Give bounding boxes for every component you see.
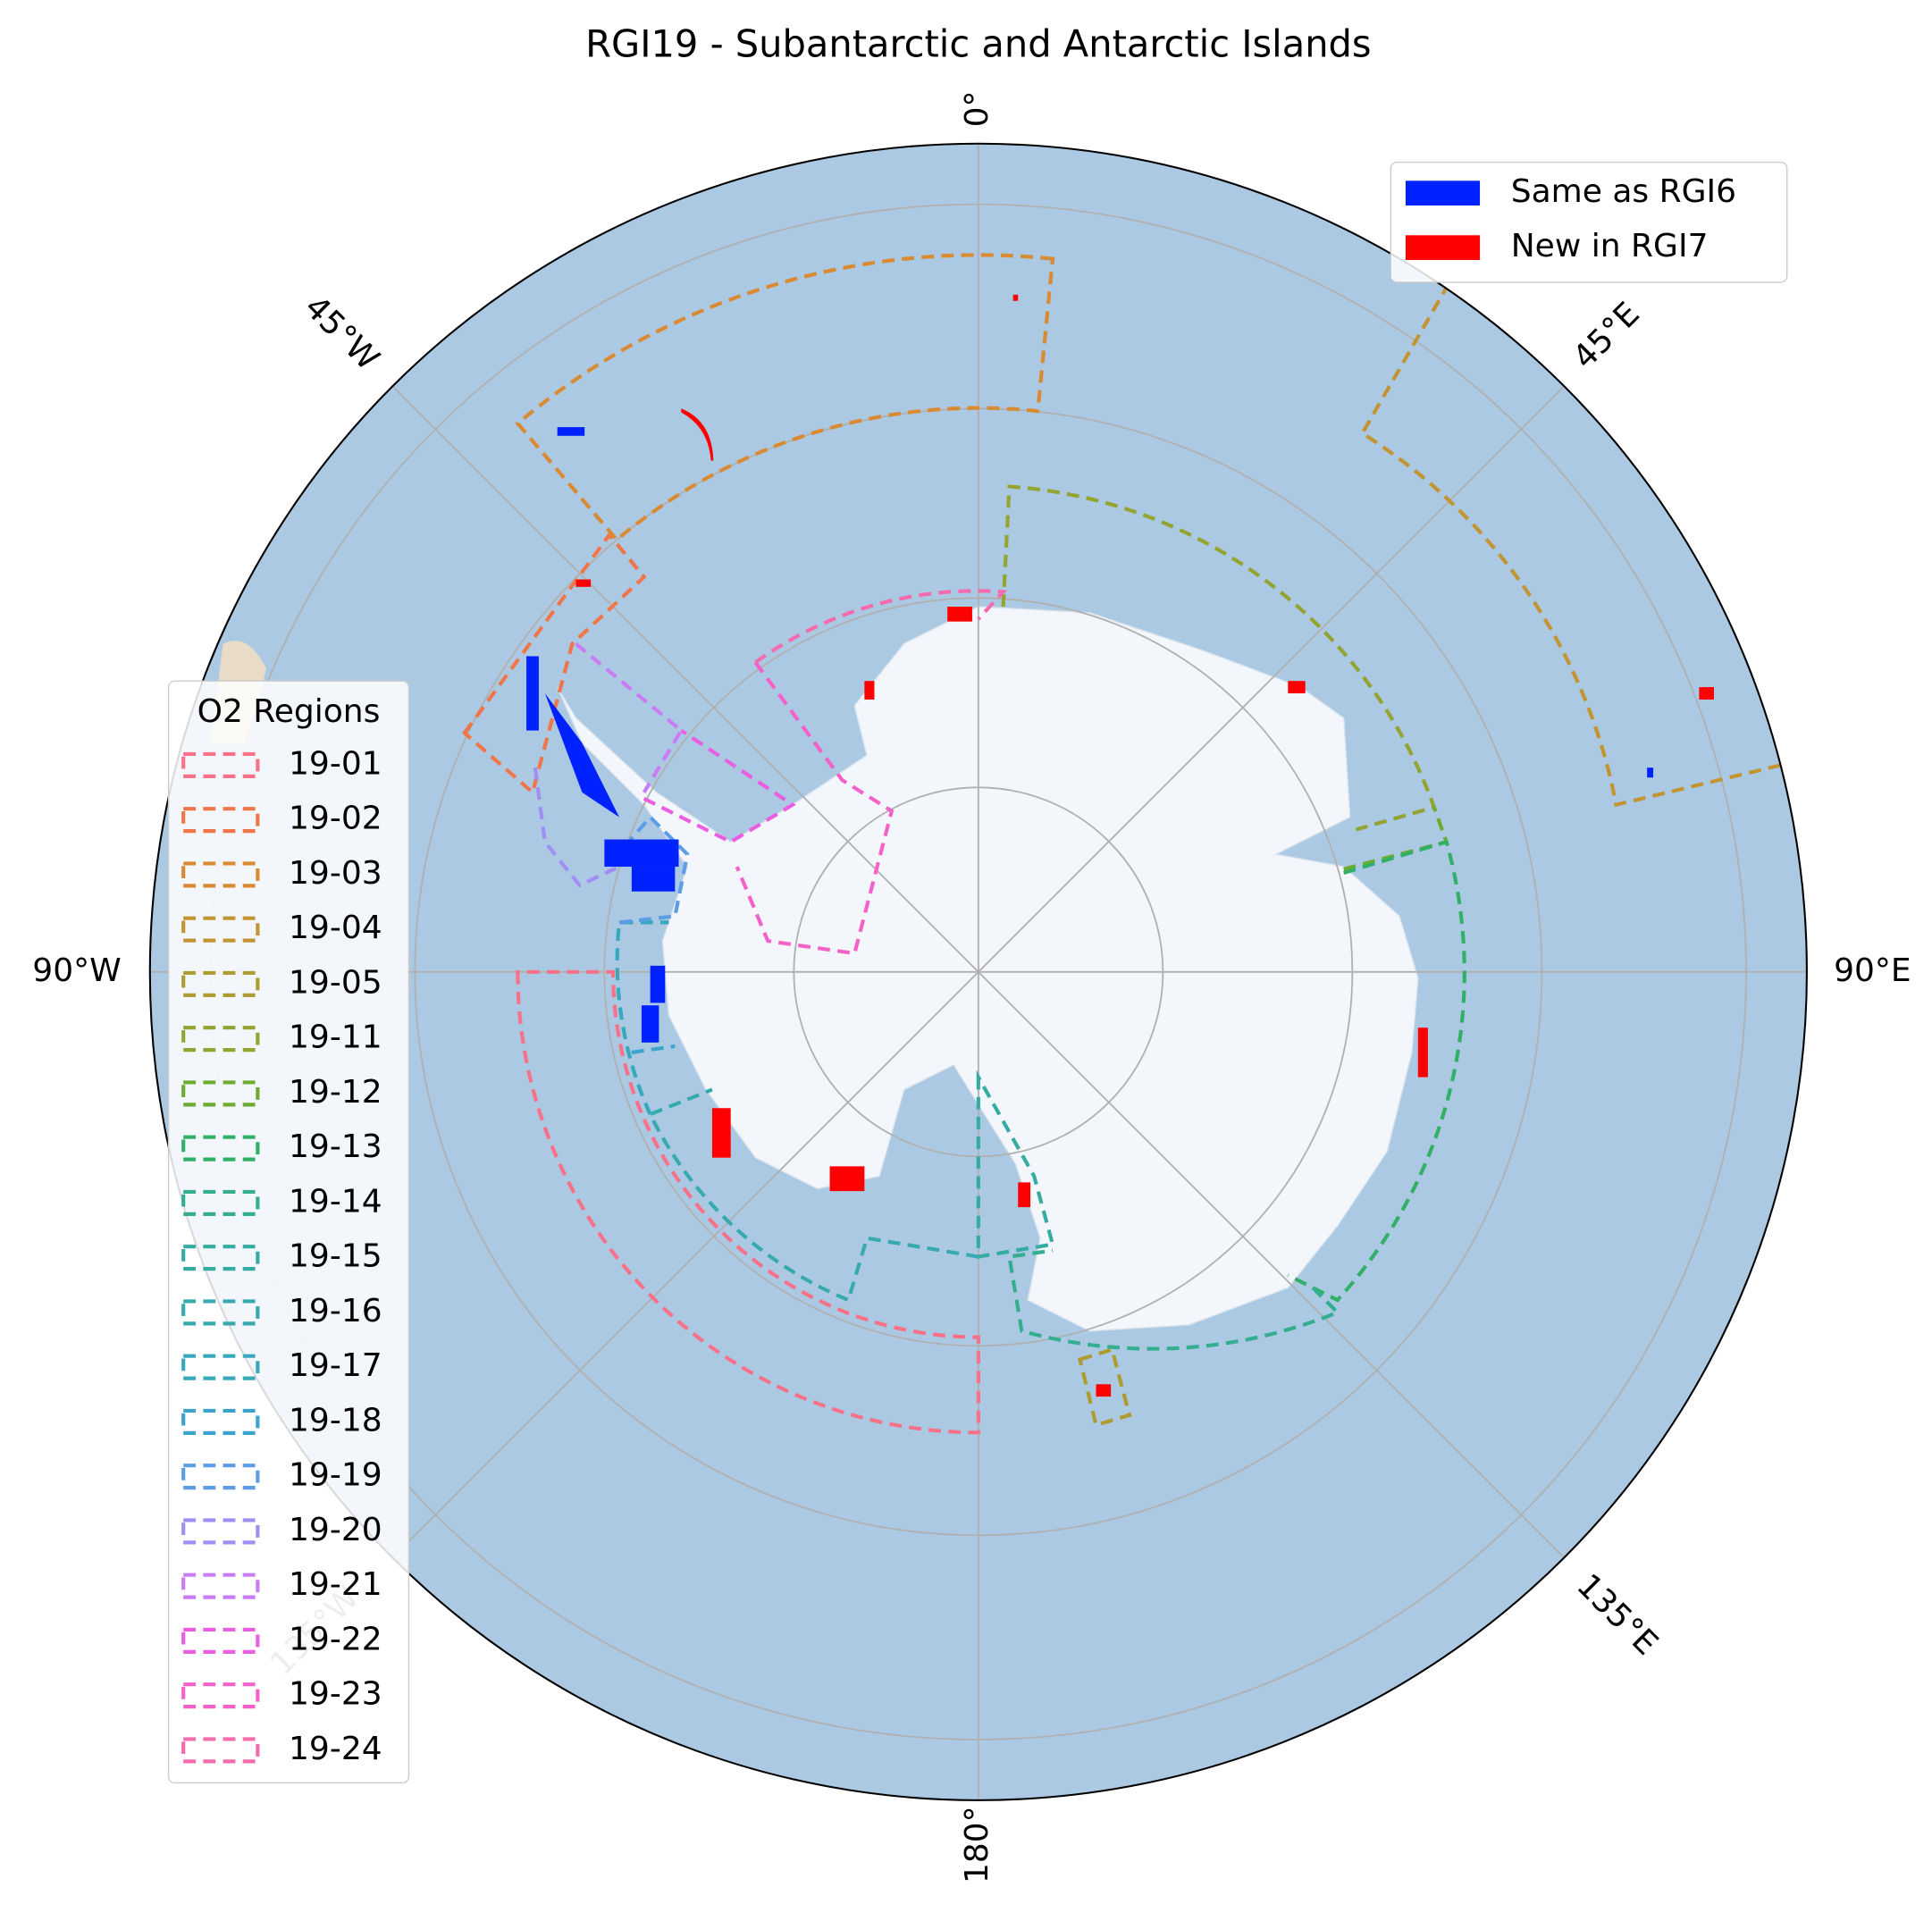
region-boundaries: [461, 253, 1782, 1435]
glacier: [650, 965, 666, 1003]
region-19-01: [516, 969, 980, 1435]
legend-label: 19-02: [289, 801, 382, 837]
region-19-03: [515, 253, 1055, 543]
legend-label: 19-23: [289, 1676, 382, 1713]
legend-swatch: [181, 1682, 260, 1709]
glacier: [1096, 1384, 1112, 1397]
legend-swatch: [181, 916, 260, 943]
legend-box: [1390, 161, 1788, 283]
longitude-label: 90°W: [32, 952, 121, 989]
legend-label: 19-20: [289, 1512, 382, 1548]
glacier: [544, 693, 619, 818]
region-19-15: [976, 1069, 1055, 1259]
legend-swatch: [181, 970, 260, 997]
region-19-21: [575, 642, 684, 793]
glacier: [575, 579, 592, 587]
glacier: [1012, 294, 1019, 301]
legend-title: O2 Regions: [197, 693, 381, 730]
legend-swatch: [181, 1518, 260, 1545]
longitude-label: 135°E: [1569, 1567, 1664, 1662]
legend-label: 19-21: [289, 1566, 382, 1603]
region-19-20: [533, 767, 620, 888]
legend-swatch: [1405, 180, 1481, 206]
longitude-label: 90°E: [1834, 952, 1911, 989]
glacier: [1417, 1027, 1428, 1078]
longitude-label: 45°W: [298, 289, 386, 377]
legend-label: 19-14: [289, 1183, 382, 1220]
map-title: RGI19 - Subantarctic and Antarctic Islan…: [585, 22, 1371, 66]
legend-swatch: [181, 1627, 260, 1654]
glacier: [1018, 1182, 1031, 1208]
legend-label: New in RGI7: [1511, 228, 1709, 264]
map-frame: [148, 142, 1808, 1801]
glacier: [681, 408, 714, 461]
legend-label: 19-12: [289, 1074, 382, 1111]
legend-swatch: [181, 1354, 260, 1380]
region-19-18: [631, 1044, 676, 1054]
region-legend: O2 Regions 19-01 19-02 19-03 19-04 19-05 19-1…: [167, 680, 410, 1784]
glacier: [1288, 681, 1306, 694]
legend-label: 19-22: [289, 1621, 382, 1657]
glacier: [526, 656, 539, 731]
legend-label: 19-03: [289, 855, 382, 892]
legend-label: 19-19: [289, 1457, 382, 1494]
glacier: [829, 1166, 865, 1192]
legend: Same as RGI6 New in RGI7: [1390, 161, 1788, 283]
legend-label: Same as RGI6: [1511, 173, 1736, 210]
region-19-23: [735, 661, 895, 956]
region-19-22: [643, 728, 796, 844]
legend-swatch: [181, 1573, 260, 1599]
glacier: [1699, 687, 1714, 700]
legend-label: 19-01: [289, 745, 382, 782]
legend-label: 19-04: [289, 910, 382, 946]
region-19-02: [461, 532, 647, 796]
legend-swatch: [181, 1464, 260, 1490]
legend-swatch: [1405, 235, 1481, 261]
glacier: [1647, 767, 1654, 778]
glacier: [864, 681, 875, 700]
region-19-24: [754, 589, 1007, 665]
legend-swatch: [181, 1080, 260, 1107]
legend-swatch: [181, 1026, 260, 1053]
longitude-label: 0°: [959, 90, 995, 127]
glacier: [711, 1108, 731, 1158]
legend-swatch: [181, 1299, 260, 1326]
glacier: [641, 1005, 659, 1043]
legend-label: 19-13: [289, 1128, 382, 1165]
glacier-outlines: [526, 294, 1714, 1397]
legend-swatch: [181, 861, 260, 888]
map-area: [149, 143, 1807, 1800]
region-19-11: [1001, 484, 1437, 832]
legend-label: 19-05: [289, 964, 382, 1001]
region-19-05: [1078, 1346, 1132, 1428]
legend-label: 19-17: [289, 1347, 382, 1384]
glacier: [557, 427, 585, 436]
legend-label: 19-18: [289, 1402, 382, 1438]
legend-swatch: [181, 1737, 260, 1764]
legend-swatch: [181, 1135, 260, 1162]
legend-label: 19-16: [289, 1293, 382, 1329]
region-19-19: [605, 814, 690, 925]
glacier: [604, 839, 679, 868]
legend-label: 19-15: [289, 1238, 382, 1275]
legend-swatch: [181, 1189, 260, 1216]
longitude-label: 180°: [959, 1806, 995, 1883]
legend-label: 19-11: [289, 1019, 382, 1056]
region-19-14: [1007, 1248, 1341, 1351]
glacier: [947, 607, 972, 622]
legend-swatch: [181, 1408, 260, 1435]
region-19-13: [1287, 839, 1466, 1303]
legend-swatch: [181, 1245, 260, 1271]
legend-label: 19-24: [289, 1731, 382, 1767]
region-19-04: [1359, 264, 1782, 808]
legend-swatch: [181, 751, 260, 778]
legend-box: [167, 680, 410, 1784]
longitude-label: 45°E: [1567, 296, 1647, 376]
antarctica: [557, 606, 1419, 1332]
legend-swatch: [181, 807, 260, 834]
glacier: [631, 867, 676, 892]
region-19-17: [615, 920, 669, 1116]
region-19-16: [647, 1087, 979, 1303]
